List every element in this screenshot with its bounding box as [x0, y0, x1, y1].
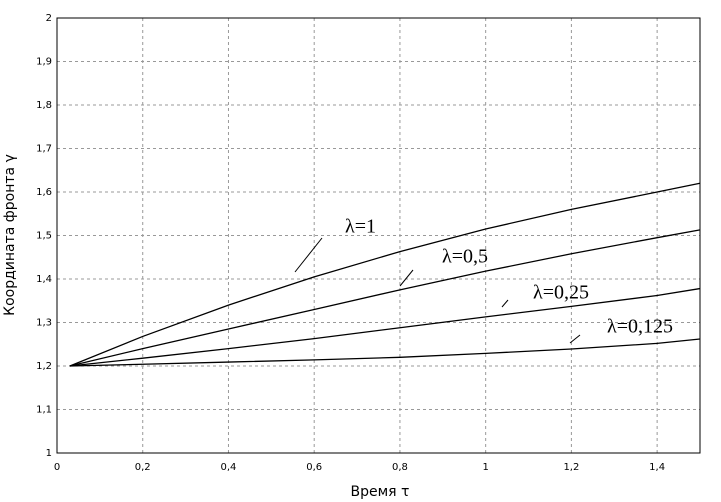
- x-tick-label: 1,4: [649, 462, 665, 473]
- series-label: λ=0,25: [533, 282, 589, 304]
- x-tick-label: 1: [482, 462, 488, 473]
- x-tick-label: 0: [54, 462, 60, 473]
- y-axis-label: Координата фронта γ: [2, 154, 18, 316]
- series-label: λ=0,5: [442, 246, 488, 268]
- y-tick-label: 2: [46, 13, 52, 24]
- series-label: λ=0,125: [607, 316, 673, 338]
- series-line: [69, 229, 701, 367]
- y-tick-label: 1,9: [36, 57, 52, 68]
- x-tick-label: 0,6: [306, 462, 322, 473]
- y-tick-label: 1,7: [36, 144, 52, 155]
- leader-line: [501, 299, 509, 308]
- leader-line: [569, 334, 581, 344]
- y-tick-label: 1,6: [36, 187, 52, 198]
- y-tick-label: 1,1: [36, 405, 52, 416]
- y-tick-label: 1,8: [36, 100, 52, 111]
- y-tick-label: 1,3: [36, 318, 52, 329]
- x-tick-label: 0,8: [392, 462, 408, 473]
- leader-line: [294, 237, 323, 273]
- y-tick-label: 1,4: [36, 274, 52, 285]
- x-tick-label: 1,2: [563, 462, 579, 473]
- series-line: [69, 182, 701, 367]
- y-tick-label: 1,5: [36, 231, 52, 242]
- series-line: [69, 287, 701, 367]
- plot-frame: [56, 17, 701, 454]
- y-tick-label: 1: [46, 448, 52, 459]
- series-label: λ=1: [345, 216, 376, 238]
- series-line: [69, 338, 701, 367]
- x-axis-label: Время τ: [351, 484, 410, 500]
- x-tick-label: 0,2: [135, 462, 151, 473]
- y-tick-label: 1,2: [36, 361, 52, 372]
- x-tick-label: 0,4: [221, 462, 237, 473]
- leader-line: [399, 269, 414, 287]
